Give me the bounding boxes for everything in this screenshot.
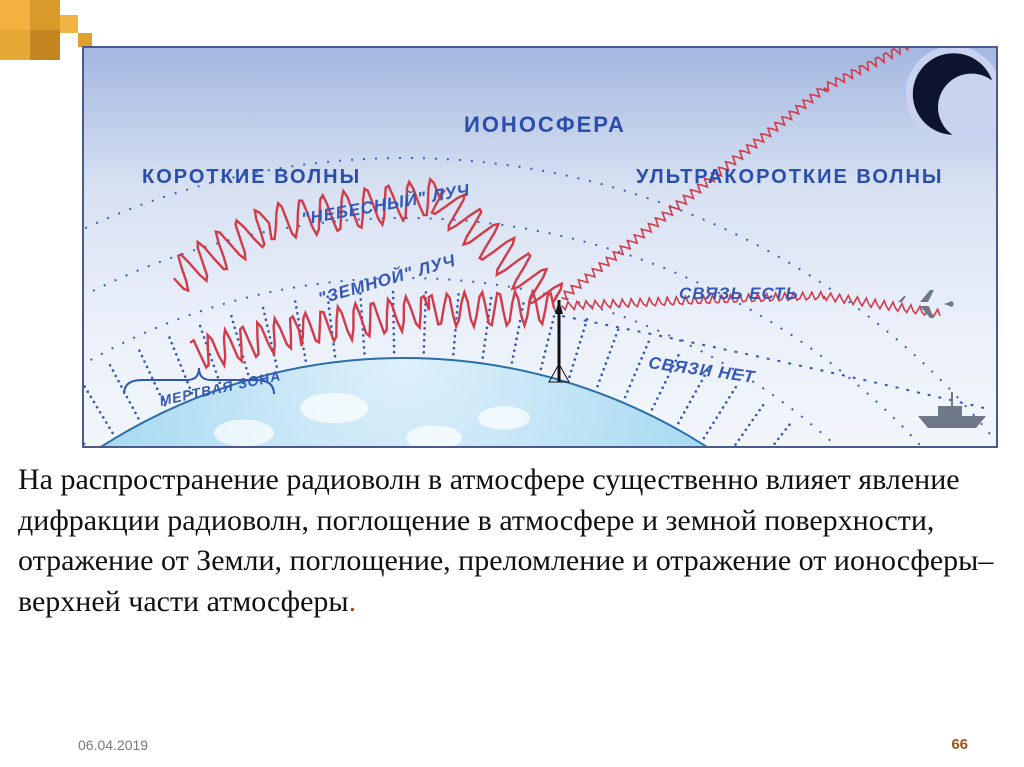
body-main: На распространение радиоволн в атмосфере… — [18, 463, 993, 618]
decor-square — [0, 0, 30, 30]
decor-square — [78, 33, 92, 47]
decor-square — [30, 0, 60, 30]
slide: ИОНОСФЕРАКОРОТКИЕ ВОЛНЫУЛЬТРАКОРОТКИЕ ВО… — [0, 0, 1024, 767]
radio-wave-diagram: ИОНОСФЕРАКОРОТКИЕ ВОЛНЫУЛЬТРАКОРОТКИЕ ВО… — [82, 46, 998, 448]
body-paragraph: На распространение радиоволн в атмосфере… — [18, 460, 1006, 622]
decor-square — [0, 30, 30, 60]
body-tail: . — [349, 585, 357, 618]
moon-icon — [890, 46, 998, 160]
footer-date: 06.04.2019 — [78, 737, 148, 753]
page-number: 66 — [951, 736, 968, 753]
decor-square — [30, 30, 60, 60]
decor-square — [60, 15, 78, 33]
